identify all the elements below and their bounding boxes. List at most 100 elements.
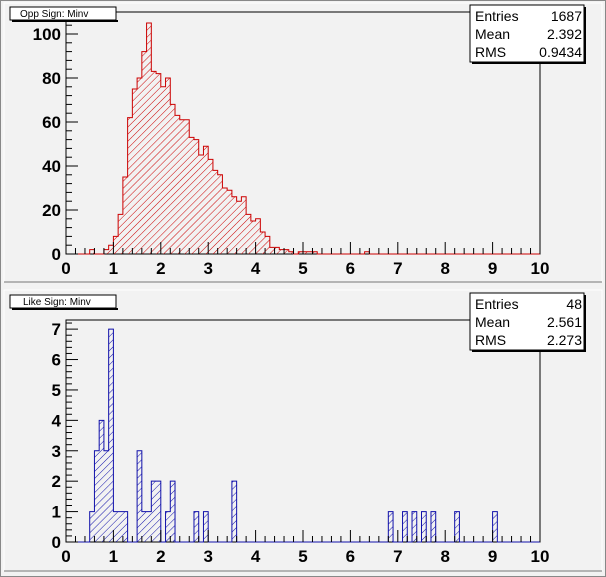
histogram-bar: [151, 481, 157, 542]
stats-label-mean: Mean: [475, 26, 510, 42]
chart-title: Opp Sign: Minv: [20, 9, 88, 20]
stats-value-rms: 2.273: [547, 332, 582, 348]
histogram-bar: [94, 450, 100, 542]
x-tick-label: 5: [298, 259, 307, 278]
histogram-bar: [222, 188, 228, 254]
y-tick-label: 40: [42, 157, 61, 176]
stats-value-entries: 48: [566, 296, 582, 312]
stats-box-shadow-r: [584, 295, 586, 352]
histogram-bar: [175, 115, 180, 255]
histogram-bars: [66, 328, 540, 543]
y-tick-label: 4: [52, 411, 62, 430]
x-tick-label: 6: [346, 259, 355, 278]
y-tick-label: 3: [52, 442, 61, 461]
histogram-bar: [156, 73, 161, 254]
x-tick-label: 6: [346, 547, 355, 566]
histogram-bar: [113, 511, 119, 542]
histogram-bar: [402, 511, 408, 542]
y-tick-label: 80: [42, 69, 61, 88]
histogram-bar: [260, 232, 266, 254]
histogram-bar: [184, 119, 190, 254]
histogram-bar: [307, 251, 313, 254]
y-tick-label: 1: [52, 503, 61, 522]
histogram-bar: [156, 481, 161, 542]
histogram-bar: [279, 249, 285, 254]
histogram-bar: [170, 104, 176, 255]
histogram-bar: [99, 420, 104, 542]
histogram-bar: [189, 137, 194, 254]
x-tick-label: 10: [531, 547, 550, 566]
x-tick-label: 0: [61, 547, 70, 566]
histogram-bar: [193, 139, 199, 254]
stats-value-entries: 1687: [551, 8, 582, 24]
histogram-bar: [231, 481, 237, 542]
histogram-bar: [388, 511, 394, 542]
histogram-bar: [198, 155, 204, 254]
title-box-shadow: [12, 20, 118, 22]
histogram-bar: [492, 511, 498, 542]
histogram-bar: [127, 117, 133, 254]
histogram-bar: [246, 214, 251, 254]
stats-box[interactable]: Entries 1687 Mean 2.392 RMS 0.9434: [469, 4, 586, 64]
stats-label-rms: RMS: [475, 44, 506, 60]
histogram-bar: [208, 159, 213, 254]
histogram-bar: [454, 511, 460, 542]
histogram-bar: [118, 511, 123, 542]
histogram-bar: [430, 511, 436, 542]
stats-box-shadow-b: [472, 62, 586, 64]
histogram-bar: [89, 511, 95, 542]
histogram-bar: [212, 170, 218, 254]
title-box[interactable]: Like Sign: Minv: [9, 294, 118, 310]
histogram-bar: [146, 511, 152, 542]
histogram-bar: [217, 174, 223, 254]
histogram-bar: [269, 247, 275, 254]
stats-label-mean: Mean: [475, 314, 510, 330]
histogram-bar: [160, 86, 166, 254]
y-tick-label: 5: [52, 381, 61, 400]
stats-value-rms: 0.9434: [539, 44, 582, 60]
histogram-bar: [312, 251, 318, 254]
histogram-bar: [193, 511, 199, 542]
histogram-bar: [203, 146, 209, 254]
stats-value-mean: 2.392: [547, 26, 582, 42]
histogram-outline: [66, 328, 540, 543]
histogram-bar: [165, 78, 171, 254]
histogram-bar: [146, 23, 152, 254]
histogram-bar: [288, 251, 294, 254]
title-box[interactable]: Opp Sign: Minv: [9, 6, 118, 22]
histogram-bar: [231, 196, 237, 254]
histogram-bar: [203, 511, 209, 542]
histogram-bar: [151, 71, 157, 255]
x-tick-label: 0: [61, 259, 70, 278]
axes: 0 1 2 3 4 5 6 7 8 9 10 0 1 2 3 4 5 6 7: [52, 320, 550, 566]
x-tick-label: 1: [109, 259, 118, 278]
histogram-bar: [108, 245, 114, 254]
histogram-bar: [122, 177, 128, 254]
title-box-shadow: [12, 308, 118, 310]
x-tick-label: 3: [203, 547, 212, 566]
histogram-bar: [227, 190, 232, 254]
y-tick-label: 6: [52, 351, 61, 370]
x-tick-label: 2: [156, 259, 165, 278]
histogram-bar: [265, 236, 270, 254]
y-tick-label: 100: [33, 25, 61, 44]
histogram-bar: [274, 247, 280, 254]
x-tick-label: 1: [109, 547, 118, 566]
x-tick-label: 7: [393, 547, 402, 566]
plot-frame: [65, 319, 541, 543]
histogram-bar: [241, 196, 247, 254]
y-tick-label: 2: [52, 472, 61, 491]
x-tick-label: 4: [251, 547, 261, 566]
y-tick-label: 7: [52, 320, 61, 339]
stats-label-entries: Entries: [475, 296, 519, 312]
y-tick-label: 20: [42, 201, 61, 220]
x-tick-label: 5: [298, 547, 307, 566]
stats-box-shadow-b: [472, 350, 586, 352]
histogram-bar: [165, 511, 171, 542]
histogram-bar: [103, 249, 109, 254]
stats-box[interactable]: Entries 48 Mean 2.561 RMS 2.273: [469, 292, 586, 352]
stats-box-frame: [469, 292, 585, 351]
